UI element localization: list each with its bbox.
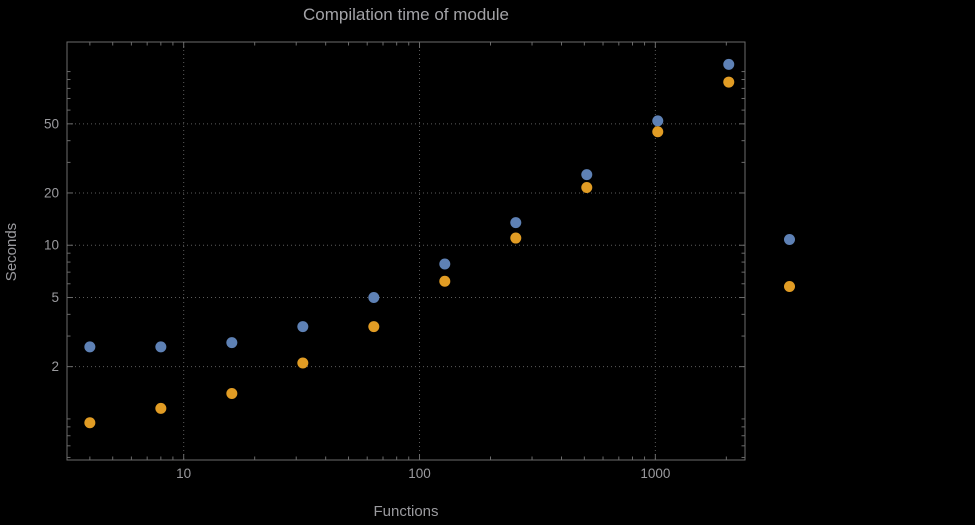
data-point-series2 xyxy=(439,275,451,287)
data-point-series1 xyxy=(368,292,380,304)
x-axis-label: Functions xyxy=(373,503,439,520)
x-tick-label: 1000 xyxy=(640,466,670,481)
data-point-series2 xyxy=(723,76,735,88)
data-point-series2 xyxy=(297,357,309,369)
data-point-series1 xyxy=(439,258,451,270)
data-point-series1 xyxy=(297,321,309,333)
y-tick-label: 10 xyxy=(44,238,59,253)
data-point-series1 xyxy=(84,341,96,353)
data-point-series2 xyxy=(581,182,593,194)
data-point-series2 xyxy=(368,321,380,333)
data-point-series2 xyxy=(84,417,96,429)
legend-marker-series2 xyxy=(784,281,795,292)
data-point-series1 xyxy=(510,217,522,229)
data-point-series1 xyxy=(226,337,238,349)
y-tick-label: 50 xyxy=(44,116,59,131)
y-axis-label: Seconds xyxy=(3,222,20,282)
data-point-series2 xyxy=(155,402,167,414)
data-point-series1 xyxy=(581,169,593,181)
data-point-series2 xyxy=(652,126,664,138)
chart-title: Compilation time of module xyxy=(303,5,509,24)
y-tick-label: 20 xyxy=(44,185,59,200)
data-point-series1 xyxy=(652,115,664,127)
legend-marker-series1 xyxy=(784,234,795,245)
data-point-series1 xyxy=(723,58,735,70)
y-tick-label: 2 xyxy=(51,359,59,374)
data-point-series1 xyxy=(155,341,167,353)
data-point-series2 xyxy=(226,388,238,400)
data-point-series2 xyxy=(510,232,522,244)
legend xyxy=(784,234,795,292)
plot-frame xyxy=(66,41,746,461)
y-tick-label: 5 xyxy=(51,290,59,305)
x-tick-label: 10 xyxy=(176,466,191,481)
x-tick-label: 100 xyxy=(408,466,431,481)
